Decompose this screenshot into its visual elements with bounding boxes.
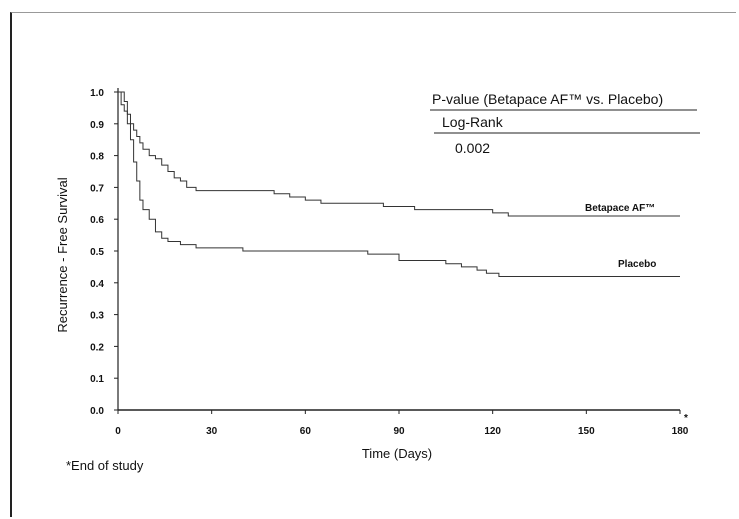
series-label-betapace: Betapace AF™ — [585, 203, 655, 214]
y-tick-label: 0.3 — [90, 311, 104, 322]
betapace-line — [118, 91, 680, 217]
pvalue-test-label: Log-Rank — [442, 114, 504, 130]
y-tick-label: 0.7 — [90, 183, 104, 194]
y-tick-label: 0.9 — [90, 120, 104, 131]
y-tick-label: 0.5 — [90, 247, 104, 258]
y-tick-label: 0.2 — [90, 342, 104, 353]
placebo-line — [118, 91, 680, 277]
y-axis-label: Recurrence - Free Survival — [55, 177, 70, 332]
x-tick-label: 30 — [206, 426, 218, 437]
x-tick-label: 150 — [578, 426, 595, 437]
x-axis-label: Time (Days) — [362, 446, 432, 461]
x-tick-label: 180 — [672, 426, 689, 437]
x-ticks: 0 30 60 90 120 150 180 — [115, 410, 689, 437]
y-tick-label: 0.6 — [90, 215, 104, 226]
axes — [117, 88, 680, 411]
series-label-placebo: Placebo — [618, 259, 656, 270]
pvalue-value: 0.002 — [455, 140, 490, 156]
y-tick-label: 0.4 — [90, 279, 104, 290]
footnote: *End of study — [66, 458, 144, 473]
y-tick-label: 0.1 — [90, 374, 104, 385]
x-end-marker: * — [684, 413, 688, 424]
series-lines — [118, 91, 680, 277]
y-tick-label: 0.8 — [90, 152, 104, 163]
y-tick-label: 1.0 — [90, 88, 104, 99]
x-tick-label: 120 — [484, 426, 501, 437]
x-tick-label: 60 — [300, 426, 312, 437]
y-ticks: 0.0 0.1 0.2 0.3 0.4 0.5 0.6 0.7 0.8 0.9 1.0 — [90, 88, 118, 417]
x-tick-label: 0 — [115, 426, 121, 437]
y-tick-label: 0.0 — [90, 406, 104, 417]
pvalue-title: P-value (Betapace AF™ vs. Placebo) — [432, 91, 663, 107]
chart-frame — [10, 12, 736, 517]
x-tick-label: 90 — [393, 426, 405, 437]
